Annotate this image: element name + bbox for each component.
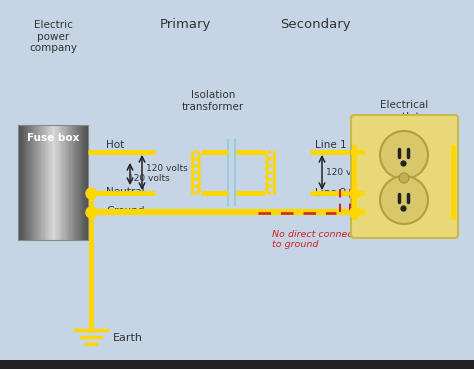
Bar <box>33 125 34 240</box>
Bar <box>66 125 67 240</box>
Bar <box>46 125 47 240</box>
Bar <box>0 360 474 369</box>
Bar <box>72 125 73 240</box>
Bar <box>67 125 68 240</box>
Bar <box>73 125 74 240</box>
Bar <box>81 125 82 240</box>
Text: Isolation
transformer: Isolation transformer <box>182 90 244 111</box>
Text: Line 2: Line 2 <box>315 188 346 198</box>
Bar <box>41 125 43 240</box>
Bar <box>63 125 64 240</box>
Bar <box>27 125 28 240</box>
Bar <box>20 125 21 240</box>
Bar <box>52 125 53 240</box>
Bar <box>44 125 45 240</box>
Bar <box>51 125 52 240</box>
Bar <box>84 125 86 240</box>
Bar <box>45 125 46 240</box>
Bar <box>34 125 36 240</box>
Bar <box>76 125 78 240</box>
Text: Ground: Ground <box>106 206 145 216</box>
Text: No direct connection
to ground: No direct connection to ground <box>272 230 371 249</box>
Bar <box>74 125 75 240</box>
Bar <box>87 125 88 240</box>
Text: 120 volts: 120 volts <box>128 174 170 183</box>
Bar <box>48 125 49 240</box>
Bar <box>25 125 26 240</box>
Bar <box>38 125 39 240</box>
Bar <box>36 125 38 240</box>
Bar <box>78 125 79 240</box>
Text: Earth: Earth <box>113 333 143 343</box>
Bar <box>69 125 71 240</box>
Bar <box>55 125 56 240</box>
Circle shape <box>380 176 428 224</box>
Bar <box>28 125 30 240</box>
Text: Electrical
outlet: Electrical outlet <box>380 100 428 122</box>
Bar <box>61 125 63 240</box>
Bar <box>24 125 25 240</box>
Circle shape <box>399 173 409 183</box>
Bar <box>59 125 60 240</box>
Text: Primary: Primary <box>159 18 210 31</box>
Bar <box>56 125 58 240</box>
Bar <box>54 125 55 240</box>
Text: Neutral: Neutral <box>106 187 145 197</box>
Bar <box>79 125 80 240</box>
Bar <box>64 125 66 240</box>
Bar <box>47 125 48 240</box>
Bar <box>26 125 27 240</box>
Bar <box>53 125 54 240</box>
FancyBboxPatch shape <box>351 115 458 238</box>
Bar <box>49 125 51 240</box>
Bar <box>30 125 31 240</box>
Text: Secondary: Secondary <box>280 18 350 31</box>
Bar <box>86 125 87 240</box>
Text: Fuse box: Fuse box <box>27 133 79 143</box>
Bar <box>71 125 72 240</box>
Bar <box>23 125 24 240</box>
Text: Line 1: Line 1 <box>315 140 346 150</box>
Bar <box>19 125 20 240</box>
Bar <box>39 125 40 240</box>
Bar <box>18 125 88 240</box>
Bar <box>82 125 83 240</box>
Bar <box>43 125 44 240</box>
Bar <box>31 125 32 240</box>
Circle shape <box>380 131 428 179</box>
Bar <box>80 125 81 240</box>
Bar <box>21 125 23 240</box>
Bar <box>83 125 84 240</box>
Bar <box>18 125 19 240</box>
Bar <box>40 125 41 240</box>
Text: Hot: Hot <box>106 140 124 150</box>
Bar <box>68 125 69 240</box>
Bar <box>60 125 61 240</box>
Bar <box>58 125 59 240</box>
Bar <box>75 125 76 240</box>
Text: 120 volts: 120 volts <box>146 164 188 173</box>
Bar <box>32 125 33 240</box>
Text: Electric
power
company: Electric power company <box>29 20 77 53</box>
Text: 120 volts: 120 volts <box>326 168 368 177</box>
